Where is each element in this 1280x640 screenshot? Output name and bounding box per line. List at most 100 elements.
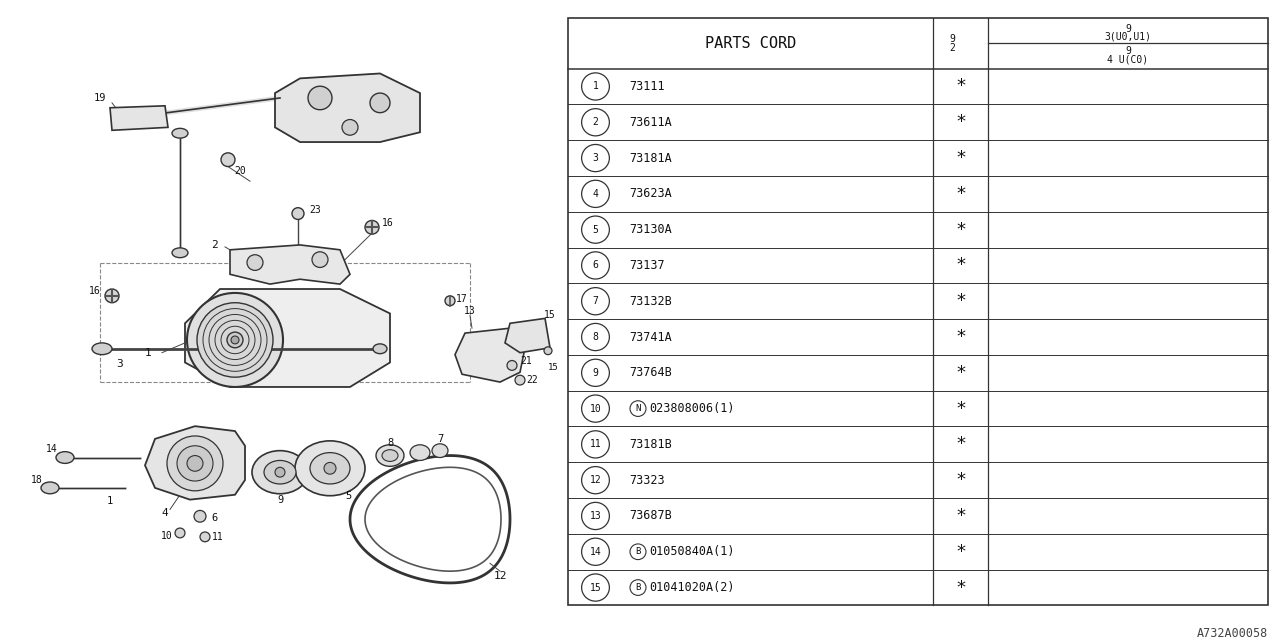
Text: 20: 20 xyxy=(234,166,246,177)
Text: 3(U0,U1): 3(U0,U1) xyxy=(1105,32,1152,42)
Ellipse shape xyxy=(92,343,113,355)
Text: 14: 14 xyxy=(46,444,58,454)
Circle shape xyxy=(581,323,609,351)
Text: 2: 2 xyxy=(211,240,219,250)
Text: 15: 15 xyxy=(590,582,602,593)
Text: 3: 3 xyxy=(116,360,123,369)
Text: *: * xyxy=(956,185,965,203)
Text: 5: 5 xyxy=(593,225,599,235)
Ellipse shape xyxy=(177,445,212,481)
Ellipse shape xyxy=(166,436,223,491)
Circle shape xyxy=(187,456,204,471)
Text: 18: 18 xyxy=(31,475,42,485)
Polygon shape xyxy=(110,106,168,131)
Circle shape xyxy=(581,359,609,387)
Circle shape xyxy=(581,574,609,601)
Circle shape xyxy=(581,395,609,422)
Text: 73764B: 73764B xyxy=(628,366,672,380)
Circle shape xyxy=(370,93,390,113)
Text: 13: 13 xyxy=(590,511,602,521)
Text: A732A00058: A732A00058 xyxy=(1197,627,1268,640)
Text: 19: 19 xyxy=(93,93,106,103)
Ellipse shape xyxy=(381,450,398,461)
Ellipse shape xyxy=(172,129,188,138)
Text: N: N xyxy=(635,404,641,413)
Text: 01050840A(1): 01050840A(1) xyxy=(649,545,735,558)
Circle shape xyxy=(308,86,332,109)
Text: 11: 11 xyxy=(212,532,224,542)
Polygon shape xyxy=(365,467,500,571)
Text: 16: 16 xyxy=(90,286,101,296)
Text: 01041020A(2): 01041020A(2) xyxy=(649,581,735,594)
Text: 17: 17 xyxy=(456,294,468,304)
Text: *: * xyxy=(956,328,965,346)
Circle shape xyxy=(581,180,609,207)
Text: 1: 1 xyxy=(593,81,599,92)
Text: 15: 15 xyxy=(548,363,558,372)
Polygon shape xyxy=(275,74,420,142)
Text: 4: 4 xyxy=(593,189,599,199)
Circle shape xyxy=(247,255,262,270)
Ellipse shape xyxy=(372,344,387,354)
Polygon shape xyxy=(230,245,349,284)
Ellipse shape xyxy=(252,451,308,494)
Ellipse shape xyxy=(433,444,448,458)
Text: 73137: 73137 xyxy=(628,259,664,272)
Text: 8: 8 xyxy=(593,332,599,342)
Bar xyxy=(568,18,1268,605)
Text: 73181A: 73181A xyxy=(628,152,672,164)
Text: 73132B: 73132B xyxy=(628,295,672,308)
Text: *: * xyxy=(956,221,965,239)
Circle shape xyxy=(581,538,609,565)
Circle shape xyxy=(175,528,186,538)
Circle shape xyxy=(581,145,609,172)
Text: *: * xyxy=(956,543,965,561)
Text: 5: 5 xyxy=(344,491,351,500)
Text: *: * xyxy=(956,113,965,131)
Ellipse shape xyxy=(197,303,273,377)
Ellipse shape xyxy=(172,248,188,258)
Circle shape xyxy=(200,532,210,542)
Text: *: * xyxy=(956,292,965,310)
Text: 6: 6 xyxy=(212,513,218,524)
Text: 10: 10 xyxy=(590,404,602,413)
Text: 73687B: 73687B xyxy=(628,509,672,522)
Circle shape xyxy=(324,463,335,474)
Text: 7: 7 xyxy=(436,434,443,444)
Text: 1: 1 xyxy=(106,495,113,506)
Text: 73741A: 73741A xyxy=(628,330,672,344)
Ellipse shape xyxy=(41,482,59,494)
Circle shape xyxy=(230,336,239,344)
Text: 73130A: 73130A xyxy=(628,223,672,236)
Circle shape xyxy=(275,467,285,477)
Circle shape xyxy=(581,431,609,458)
Text: 13: 13 xyxy=(465,305,476,316)
Circle shape xyxy=(342,120,358,135)
Circle shape xyxy=(195,511,206,522)
Circle shape xyxy=(445,296,454,306)
Ellipse shape xyxy=(264,460,296,484)
Polygon shape xyxy=(186,289,390,387)
Text: 12: 12 xyxy=(590,475,602,485)
Text: 9: 9 xyxy=(1125,45,1132,56)
Text: 73323: 73323 xyxy=(628,474,664,486)
Text: *: * xyxy=(956,399,965,417)
Ellipse shape xyxy=(56,452,74,463)
Text: 10: 10 xyxy=(161,531,173,541)
Text: *: * xyxy=(956,149,965,167)
Text: *: * xyxy=(956,364,965,382)
Circle shape xyxy=(312,252,328,268)
Circle shape xyxy=(105,289,119,303)
Circle shape xyxy=(365,220,379,234)
Circle shape xyxy=(581,287,609,315)
Text: 73111: 73111 xyxy=(628,80,664,93)
Text: 9: 9 xyxy=(593,368,599,378)
Text: 9: 9 xyxy=(276,495,283,505)
Text: 9: 9 xyxy=(1125,24,1132,34)
Circle shape xyxy=(544,347,552,355)
Text: 73623A: 73623A xyxy=(628,188,672,200)
Text: 73181B: 73181B xyxy=(628,438,672,451)
Ellipse shape xyxy=(310,452,349,484)
Text: 3: 3 xyxy=(593,153,599,163)
Circle shape xyxy=(581,502,609,529)
